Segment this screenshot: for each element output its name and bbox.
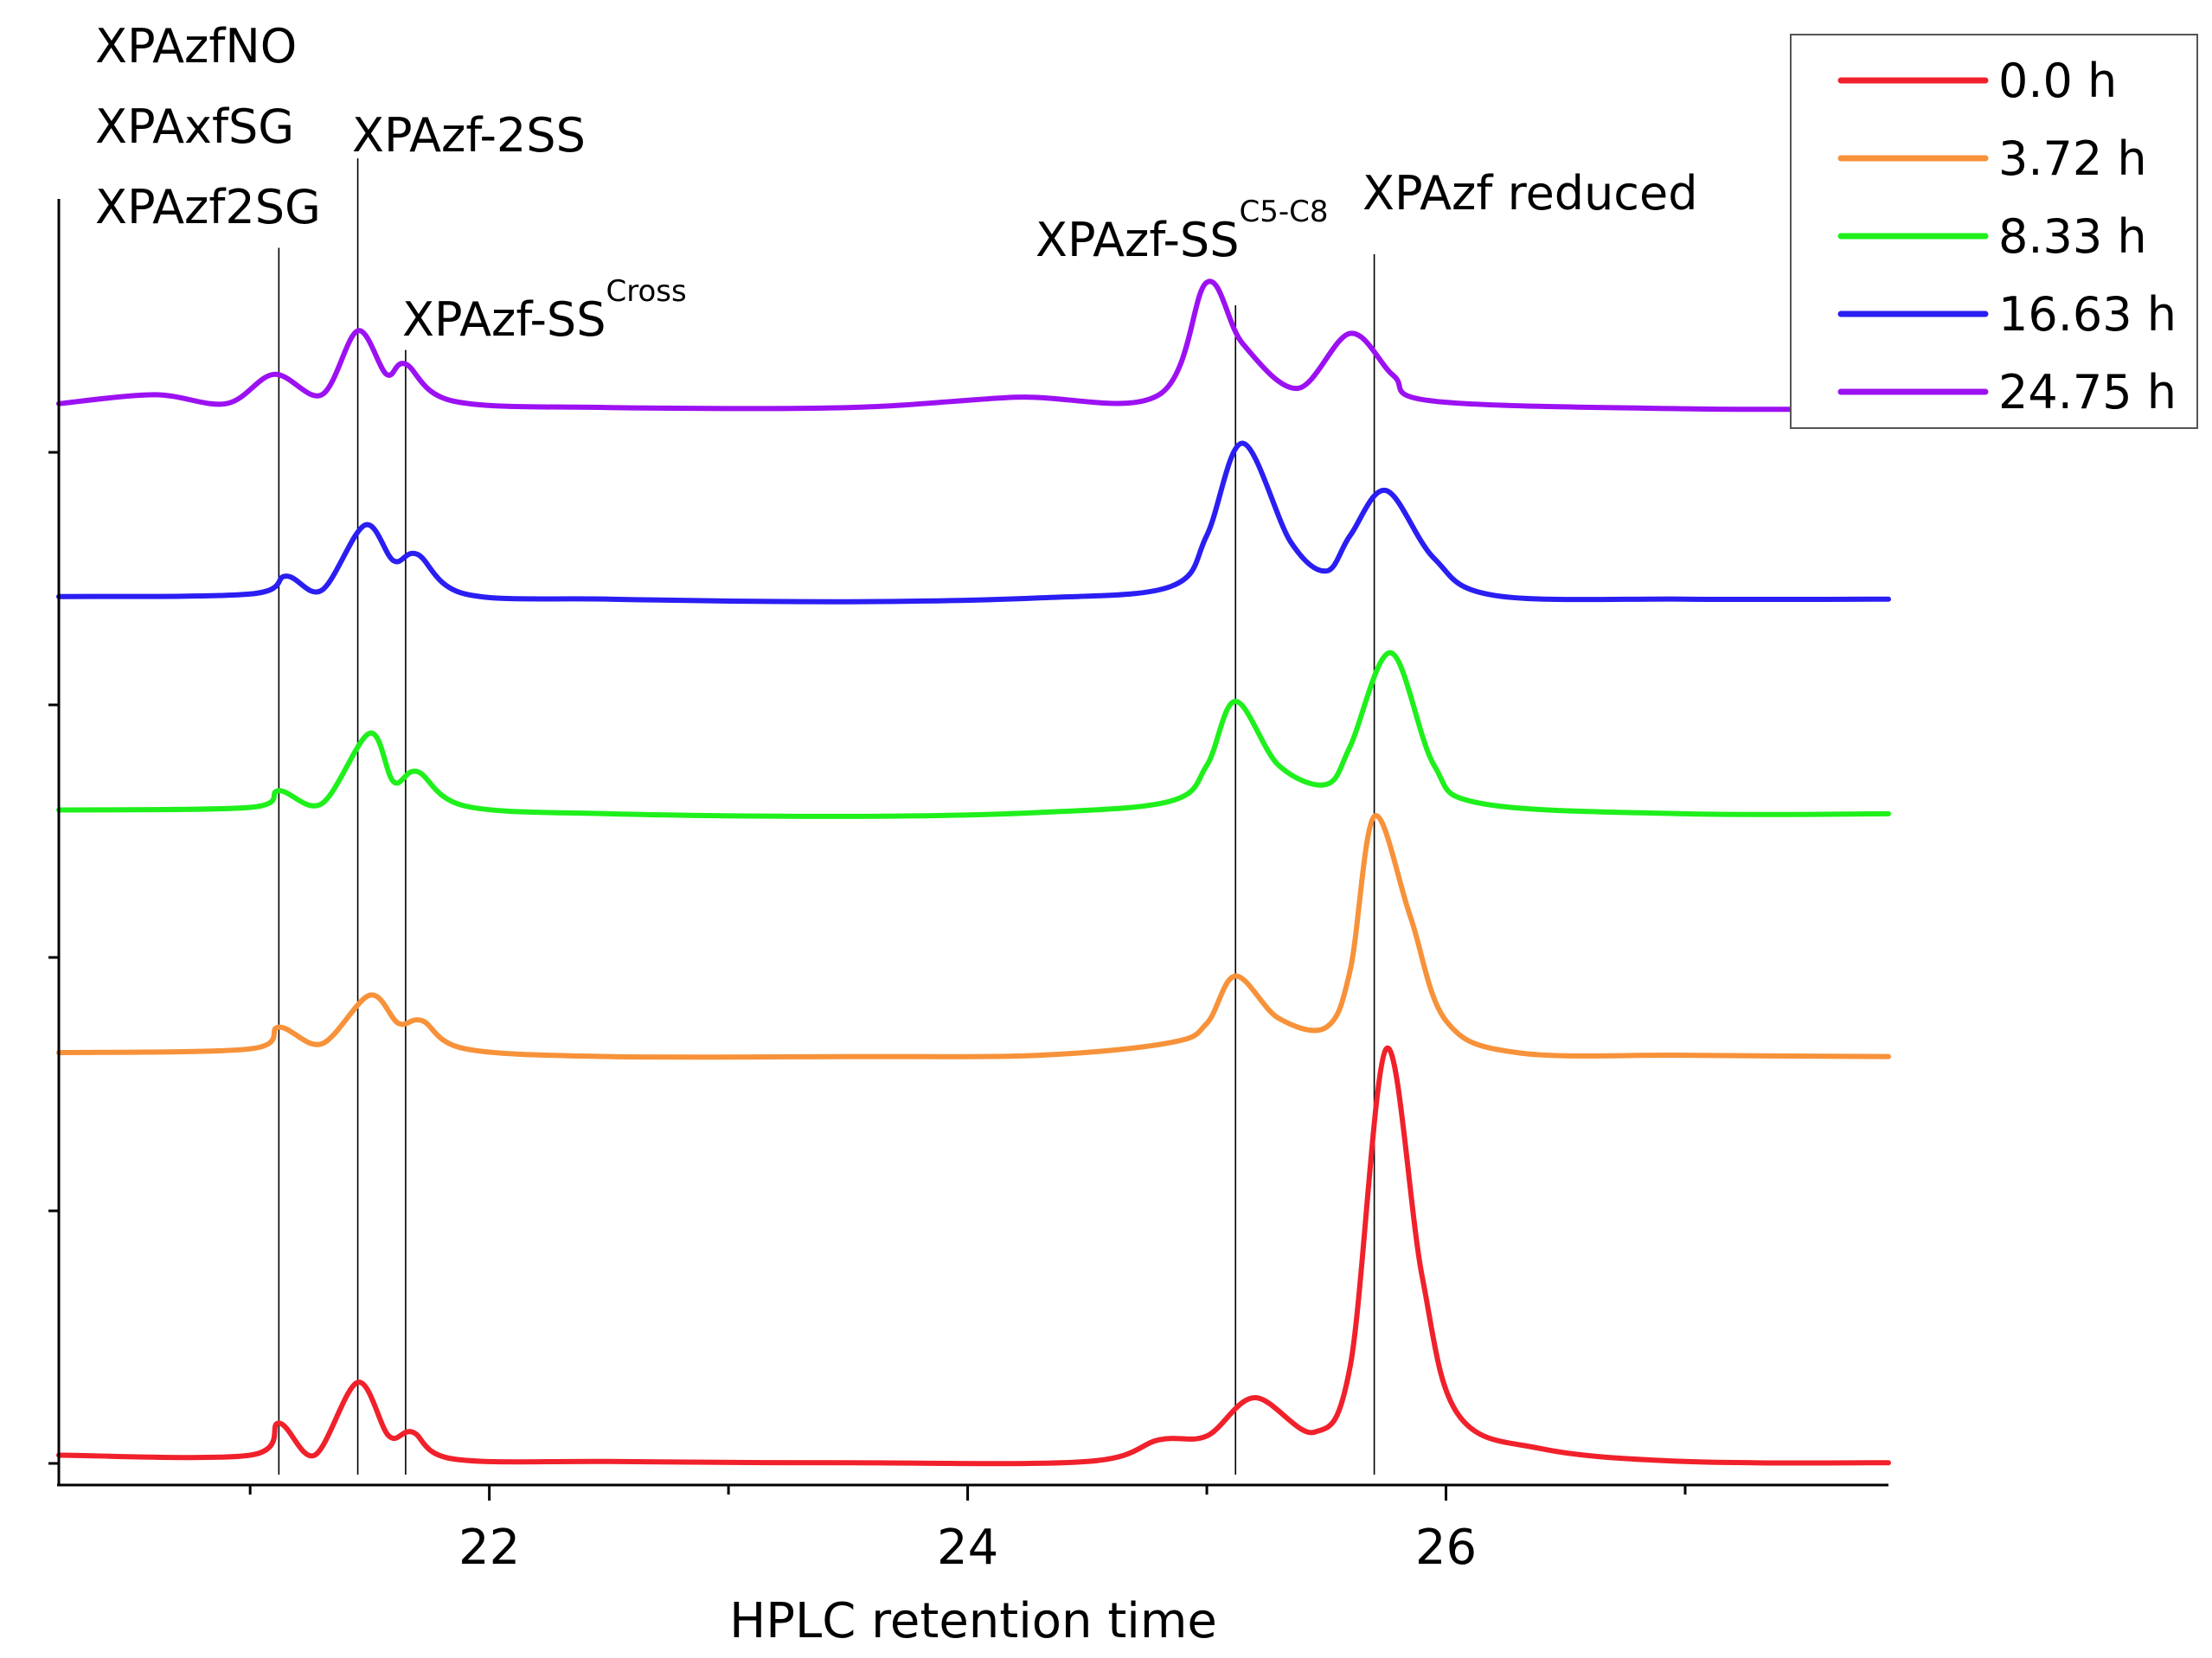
reference-lines — [278, 158, 1375, 1475]
annotation-xpazf-ss-cross: XPAzf-SSCross — [402, 274, 687, 347]
annotation-c5c8-sup: C5-C8 — [1240, 195, 1329, 229]
series-layer — [56, 278, 1891, 1467]
legend-label: 3.72 h — [1998, 131, 2147, 186]
legend-label: 8.33 h — [1998, 209, 2147, 264]
annotation-cross-sup: Cross — [606, 274, 687, 309]
x-tick-label: 22 — [458, 1520, 520, 1576]
axes: 22 24 26 HPLC retention time — [48, 199, 1888, 1649]
annotation-xpazfno: XPAzfNO — [95, 19, 297, 74]
annotation-xpazf-2ss: XPAzf-2SS — [352, 108, 586, 163]
series-line — [56, 813, 1891, 1060]
annotation-xpazf-reduced: XPAzf reduced — [1362, 166, 1698, 221]
annotation-c5c8-main: XPAzf-SS — [1035, 213, 1240, 267]
legend-items: 0.0 h 3.72 h 8.33 h 16.63 h 24.75 h — [1837, 54, 2177, 419]
legend-label: 16.63 h — [1998, 287, 2177, 342]
annotation-xpazf-ss-c5c8: XPAzf-SSC5-C8 — [1035, 195, 1329, 267]
series-line — [56, 650, 1891, 819]
x-axis-title: HPLC retention time — [729, 1593, 1217, 1649]
legend-label: 0.0 h — [1998, 54, 2117, 108]
annotation-xpazf2sg: XPAzf2SG — [95, 180, 321, 234]
series-line — [56, 440, 1891, 605]
x-tick-label: 24 — [937, 1520, 998, 1576]
legend: 0.0 h 3.72 h 8.33 h 16.63 h 24.75 h — [1790, 34, 2198, 429]
x-tick-label: 26 — [1415, 1520, 1477, 1576]
series-line — [56, 1045, 1891, 1467]
annotation-xpaxfsg: XPAxfSG — [95, 99, 294, 154]
annotation-cross-main: XPAzf-SS — [402, 292, 606, 347]
x-ticks: 22 24 26 — [248, 1485, 1687, 1576]
peak-annotations: XPAzfNO XPAxfSG XPAzf2SG XPAzf-2SS XPAzf… — [95, 19, 1698, 347]
series-line — [56, 278, 1891, 413]
legend-box — [1790, 34, 2198, 429]
legend-label: 24.75 h — [1998, 365, 2177, 419]
